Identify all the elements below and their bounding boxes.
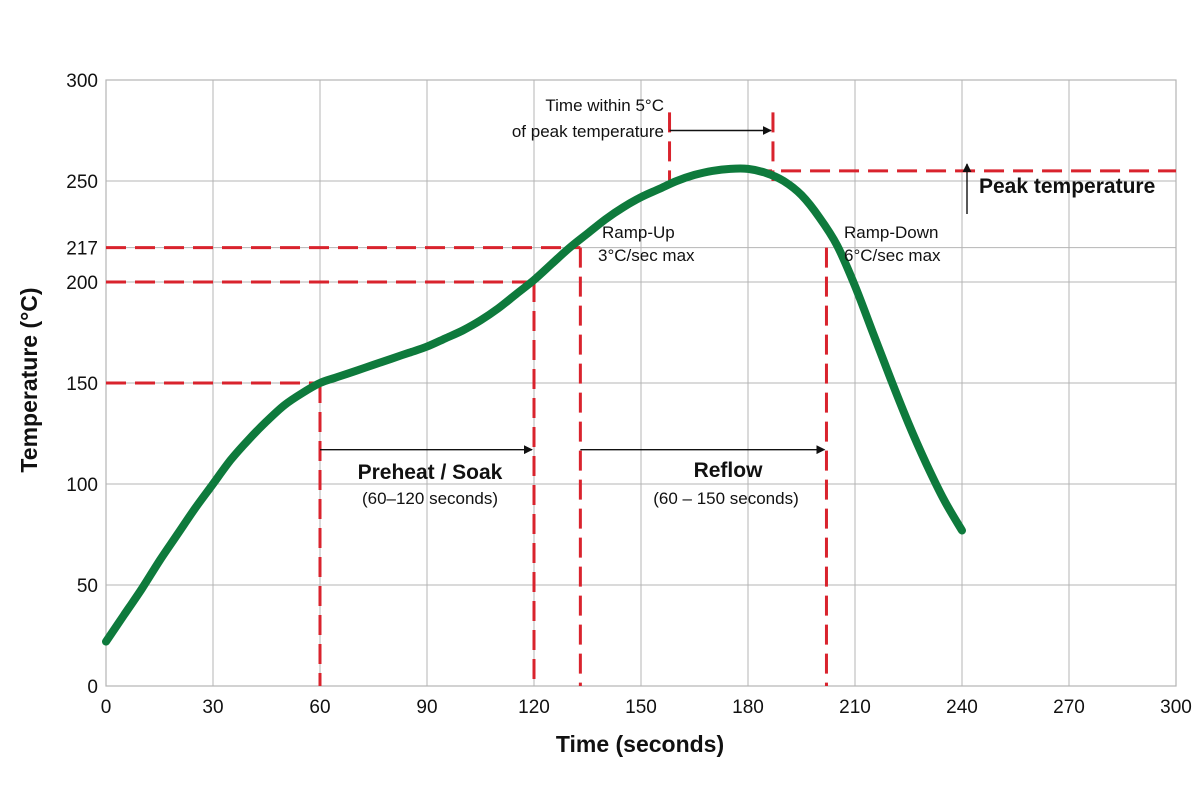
preheat-soak-label: Preheat / Soak xyxy=(358,461,503,484)
y-axis-title: Temperature (°C) xyxy=(16,287,42,472)
x-tick-label: 240 xyxy=(946,697,978,718)
x-tick-label: 300 xyxy=(1160,697,1192,718)
ramp-up-label: Ramp-Up xyxy=(602,223,675,242)
y-tick-label: 250 xyxy=(66,172,98,193)
x-tick-label: 60 xyxy=(309,697,330,718)
temperature-curve xyxy=(102,164,966,646)
x-tick-label: 90 xyxy=(416,697,437,718)
y-tick-label: 150 xyxy=(66,374,98,395)
time-within-label-line2: of peak temperature xyxy=(512,122,664,141)
ramp-down-label: Ramp-Down xyxy=(844,223,938,242)
y-tick-label: 100 xyxy=(66,475,98,496)
y-tick-labels: 0 50 100 150 200 217 250 300 xyxy=(66,71,98,698)
x-tick-labels: 0 30 60 90 120 150 180 210 240 270 300 xyxy=(101,697,1192,718)
y-tick-label: 300 xyxy=(66,71,98,92)
peak-temperature-label: Peak temperature xyxy=(979,175,1155,198)
y-tick-label: 217 xyxy=(66,239,98,260)
x-axis-title: Time (seconds) xyxy=(556,731,724,757)
reflow-label: Reflow xyxy=(694,459,764,482)
x-tick-label: 30 xyxy=(202,697,223,718)
ramp-down-rate: 6°C/sec max xyxy=(844,246,941,265)
x-tick-label: 270 xyxy=(1053,697,1085,718)
time-within-label-line1: Time within 5°C xyxy=(545,96,664,115)
reference-lines xyxy=(106,112,1176,686)
x-tick-label: 180 xyxy=(732,697,764,718)
x-tick-label: 120 xyxy=(518,697,550,718)
reflow-range: (60 – 150 seconds) xyxy=(653,489,799,508)
ramp-up-rate: 3°C/sec max xyxy=(598,246,695,265)
x-tick-label: 150 xyxy=(625,697,657,718)
x-tick-label: 210 xyxy=(839,697,871,718)
span-arrows xyxy=(320,126,826,455)
preheat-soak-range: (60–120 seconds) xyxy=(362,489,498,508)
y-tick-label: 200 xyxy=(66,273,98,294)
x-tick-label: 0 xyxy=(101,697,112,718)
y-tick-label: 0 xyxy=(87,677,98,698)
y-tick-label: 50 xyxy=(77,576,98,597)
